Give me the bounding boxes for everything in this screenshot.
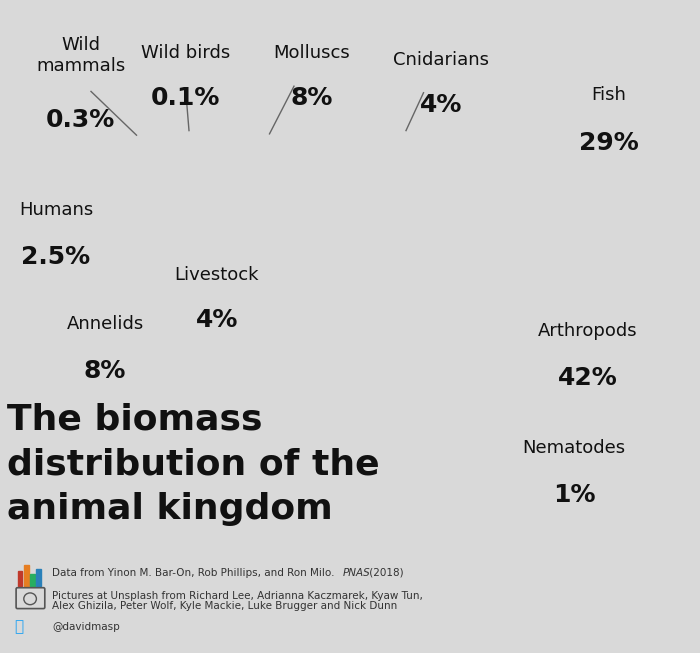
Text: Alex Ghizila, Peter Wolf, Kyle Mackie, Luke Brugger and Nick Dunn: Alex Ghizila, Peter Wolf, Kyle Mackie, L… [52,601,398,611]
Bar [36,569,41,586]
Text: 4%: 4% [420,93,462,117]
Text: The biomass: The biomass [7,403,262,437]
Text: 8%: 8% [290,86,332,110]
Text: distribution of the: distribution of the [7,447,379,481]
Text: Annelids: Annelids [66,315,144,333]
Text: Pictures at Unsplash from Richard Lee, Adrianna Kaczmarek, Kyaw Tun,: Pictures at Unsplash from Richard Lee, A… [52,591,424,601]
Text: 8%: 8% [84,359,126,383]
Text: Arthropods: Arthropods [538,321,638,340]
Text: Livestock: Livestock [175,266,259,284]
Bar [18,571,22,586]
Text: 0.3%: 0.3% [46,108,115,132]
Text: (2018): (2018) [366,567,404,578]
Text: PNAS: PNAS [343,567,371,578]
Text: 29%: 29% [579,131,639,155]
Text: 🐦: 🐦 [14,620,23,634]
Text: animal kingdom: animal kingdom [7,492,332,526]
Text: 1%: 1% [553,483,595,507]
Bar [24,565,29,586]
Text: 4%: 4% [196,308,238,332]
Text: Nematodes: Nematodes [522,439,626,457]
Text: Data from Yinon M. Bar-On, Rob Phillips, and Ron Milo.: Data from Yinon M. Bar-On, Rob Phillips,… [52,567,338,578]
Text: Fish: Fish [592,86,626,104]
Text: Wild birds: Wild birds [141,44,230,62]
Text: 42%: 42% [558,366,618,390]
Text: 0.1%: 0.1% [150,86,220,110]
Text: 2.5%: 2.5% [22,245,90,269]
Bar [30,574,35,586]
Text: Molluscs: Molluscs [273,44,350,62]
Text: @davidmasp: @davidmasp [52,622,120,632]
Text: Cnidarians: Cnidarians [393,50,489,69]
Text: Humans: Humans [19,200,93,219]
Text: Wild
mammals: Wild mammals [36,37,125,75]
